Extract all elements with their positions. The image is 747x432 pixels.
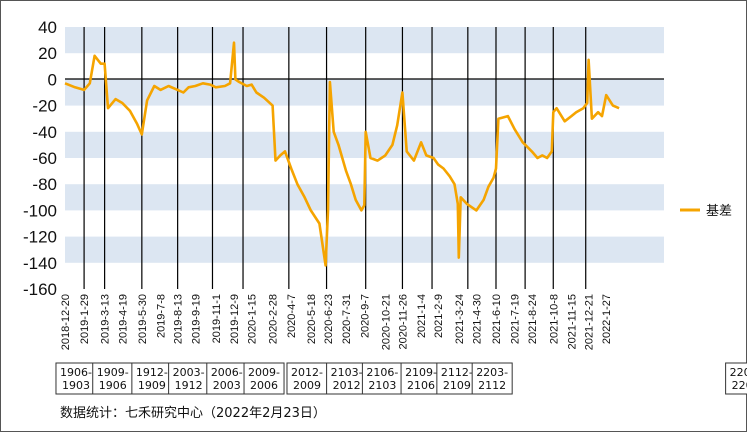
x-tick-label: 2021-3-24 [454, 294, 466, 344]
x-tick-label: 2020-2-28 [268, 294, 280, 344]
x-tick-label: 2020-9-7 [359, 294, 371, 338]
x-tick-label: 2019-3-13 [100, 294, 112, 344]
x-axis-ticks: 2018-12-20 2019-1-29 2019-3-13 2019-4-19 201… [60, 294, 613, 350]
x-tick-label: 2020-11-26 [397, 294, 409, 349]
x-tick-label: 2019-7-8 [155, 294, 167, 338]
contract-box-label: 2203- [476, 366, 508, 379]
contract-box-label: 2009 [293, 379, 321, 392]
x-tick-label: 2021-1-4 [416, 294, 428, 338]
y-tick-label: -20 [32, 97, 57, 116]
contract-box-label: 2012- [291, 366, 323, 379]
x-tick-label: 2020-6-23 [323, 294, 335, 344]
contract-box [471, 362, 513, 395]
x-tick-label: 2019-5-30 [137, 294, 149, 344]
x-tick-label: 2022-1-27 [601, 294, 613, 344]
source-note: 数据统计：七禾研究中心（2022年2月23日） [60, 406, 326, 421]
x-tick-label: 2021-12-21 [584, 294, 596, 350]
y-tick-label: -120 [23, 228, 57, 247]
contract-box-label: 1906- [60, 366, 92, 379]
x-tick-label: 2021-11-15 [566, 294, 578, 349]
contract-box-label: 2203 [732, 379, 747, 392]
y-tick-label: -100 [23, 201, 57, 220]
grid-band [65, 79, 664, 106]
contract-box-label: 2006 [250, 379, 278, 392]
contract-box-label: 2003- [173, 366, 205, 379]
contract-box-label: 2012 [333, 379, 361, 392]
contract-box [361, 362, 403, 395]
y-tick-label: -80 [32, 175, 57, 194]
y-tick-label: 20 [38, 44, 57, 63]
rollover-lines [83, 27, 587, 289]
contract-box-label: 1906 [99, 379, 127, 392]
y-tick-label: -60 [32, 149, 57, 168]
contract-box-label: 1909 [138, 379, 166, 392]
x-tick-label: 2020-5-18 [306, 294, 318, 344]
contract-box-label: 1912 [175, 379, 203, 392]
contract-box-label: 2106- [366, 366, 398, 379]
contract-box-label: 2009- [248, 366, 280, 379]
y-tick-label: -140 [23, 254, 57, 273]
y-tick-label: 0 [48, 70, 57, 89]
contract-box-label: 2006- [211, 366, 243, 379]
contract-box-label: 1909- [97, 366, 129, 379]
contract-box-label: 2206- [730, 366, 747, 379]
x-tick-label: 2019-8-13 [173, 294, 185, 344]
x-tick-label: 2019-1-29 [79, 294, 91, 344]
contract-box-label: 2109 [443, 379, 471, 392]
x-tick-label: 2019-12-9 [229, 294, 241, 344]
x-tick-label: 2020-7-31 [341, 294, 353, 344]
x-tick-label: 2020-1-15 [247, 294, 259, 344]
x-tick-label: 2019-9-19 [190, 294, 202, 344]
y-tick-label: -40 [32, 123, 57, 142]
series-layer [64, 41, 620, 267]
contract-box-label: 2003 [213, 379, 241, 392]
y-axis-ticks: 40 20 0 -20 -40 -60 -80 -100 -120 -140 -160 [23, 18, 57, 299]
contract-box-label: 2103 [368, 379, 396, 392]
x-tick-label: 2021-6-10 [491, 294, 503, 344]
x-tick-label: 2020-4-7 [286, 294, 298, 338]
legend-label: 基差 [706, 204, 732, 219]
series-line-basis [64, 41, 620, 267]
contract-box [286, 362, 328, 395]
x-tick-label: 2019-11-1 [211, 294, 223, 343]
contract-box [725, 362, 747, 395]
contract-box-label: 1912- [136, 366, 168, 379]
contract-box-label: 2103- [331, 366, 363, 379]
contract-box [168, 362, 210, 395]
x-tick-label: 2021-10-8 [548, 294, 560, 344]
x-tick-label: 2018-12-20 [60, 294, 72, 350]
y-tick-label: 40 [38, 18, 57, 37]
contract-box-label: 2106 [407, 379, 435, 392]
grid-band [65, 27, 664, 54]
contract-boxes: 1906-1903 1909-1906 1912-1909 2003-1912 2006… [55, 362, 747, 395]
contract-box-label: 2112- [441, 366, 473, 379]
contract-box [400, 362, 442, 395]
legend: 基差 [680, 204, 732, 219]
y-tick-label: -160 [23, 280, 57, 299]
contract-box [92, 362, 134, 395]
contract-box-label: 2109- [405, 366, 437, 379]
x-tick-label: 2019-4-19 [117, 294, 129, 344]
x-tick-label: 2021-2-9 [433, 294, 445, 338]
x-tick-label: 2021-7-19 [510, 294, 522, 344]
x-tick-label: 2020-10-21 [380, 294, 392, 350]
contract-box-label: 2112 [478, 379, 506, 392]
x-tick-label: 2021-4-30 [471, 294, 483, 344]
contract-box-label: 1903 [62, 379, 90, 392]
x-tick-label: 2021-8-24 [527, 294, 539, 344]
grid-bands [65, 27, 664, 263]
contract-box [243, 362, 285, 395]
grid-band [65, 236, 664, 263]
